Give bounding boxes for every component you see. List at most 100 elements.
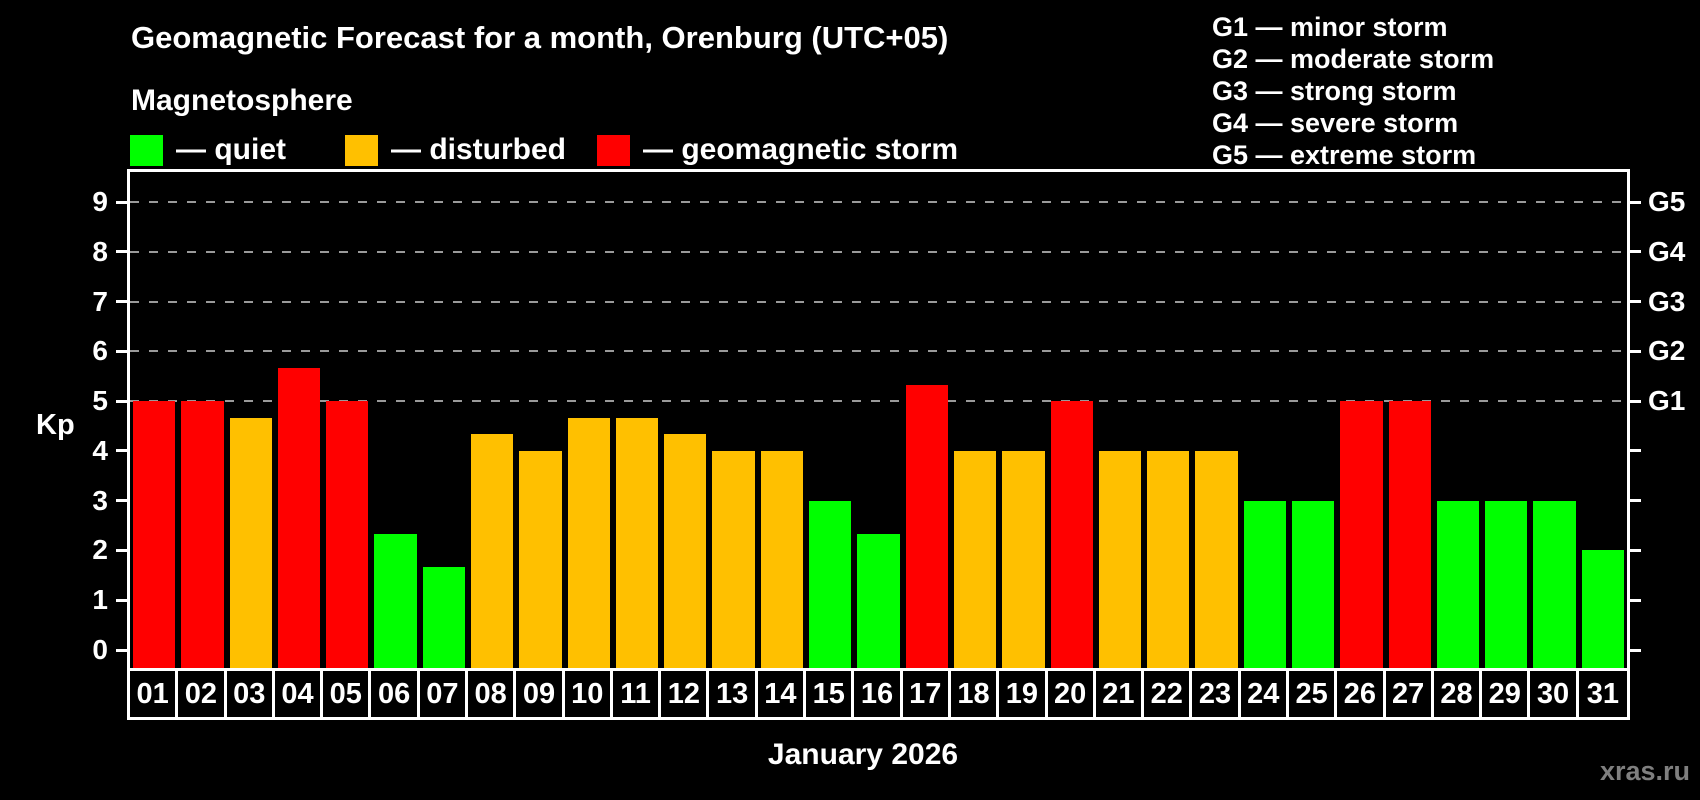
bar-day-20: [1050, 401, 1093, 668]
y-tick-label-9: 9: [92, 186, 108, 217]
right-tick-2: [1630, 548, 1641, 552]
day-cell-20: 20: [1048, 671, 1096, 717]
bar-day-02: [181, 401, 224, 668]
day-cell-26: 26: [1337, 671, 1386, 717]
left-tick-0: [116, 648, 127, 652]
day-cell-05: 05: [323, 671, 372, 717]
right-tick-3: [1630, 499, 1641, 503]
left-tick-9: [116, 200, 127, 204]
g3-legend-line: G3 — strong storm: [1212, 76, 1457, 106]
day-cell-29: 29: [1482, 671, 1531, 717]
right-tick-9: [1630, 200, 1641, 204]
gridline-kp-9: [130, 201, 1627, 203]
bar-day-30: [1533, 500, 1576, 668]
day-cell-27: 27: [1386, 671, 1434, 717]
day-cell-04: 04: [275, 671, 324, 717]
disturbed-color-swatch: [345, 134, 378, 166]
left-tick-6: [116, 349, 127, 353]
day-cell-16: 16: [854, 671, 903, 717]
bar-day-06: [374, 534, 417, 668]
right-tick-0: [1630, 648, 1641, 652]
right-axis-label-G5: G5: [1648, 186, 1686, 217]
day-cell-10: 10: [565, 671, 613, 717]
y-axis-title: Kp: [36, 409, 75, 441]
g-scale-legend: G1 — minor storm G2 — moderate storm G3 …: [1212, 11, 1494, 171]
right-axis-label-G4: G4: [1648, 235, 1686, 267]
bar-day-14: [760, 450, 804, 668]
left-tick-5: [116, 399, 127, 403]
left-tick-8: [116, 250, 127, 254]
bars-layer: [130, 172, 1627, 668]
day-cell-24: 24: [1241, 671, 1289, 717]
gridline-kp-6: [130, 350, 1627, 353]
day-cell-13: 13: [709, 671, 758, 717]
day-cell-22: 22: [1144, 671, 1193, 717]
y-tick-label-2: 2: [92, 534, 108, 566]
bar-day-15: [809, 500, 852, 668]
x-axis-day-row: 01 02 03 04 05 06 07 08 09 10 11 12 13 14 15 16 17 18 19 20…: [127, 668, 1630, 720]
day-cell-12: 12: [661, 671, 710, 717]
month-label: January 2026: [767, 738, 959, 771]
gridline-kp-8: [130, 250, 1627, 253]
day-cell-28: 28: [1434, 671, 1483, 717]
bar-day-21: [1098, 450, 1142, 668]
y-tick-label-7: 7: [92, 285, 108, 317]
day-cell-21: 21: [1096, 671, 1145, 717]
bar-day-17: [905, 384, 948, 668]
gridlines-layer: [130, 172, 1627, 668]
bar-day-01: [133, 401, 176, 668]
bar-day-05: [326, 401, 369, 668]
g1-legend-line: G1 — minor storm: [1212, 12, 1448, 42]
day-cell-14: 14: [758, 671, 807, 717]
day-cell-19: 19: [999, 671, 1048, 717]
bar-day-25: [1291, 500, 1335, 668]
bar-day-04: [277, 367, 321, 668]
bar-day-27: [1388, 401, 1431, 668]
right-tick-5: [1630, 399, 1641, 403]
bar-day-12: [664, 434, 707, 668]
y-tick-label-1: 1: [92, 584, 108, 616]
bar-day-23: [1195, 450, 1238, 668]
quiet-label: — quiet: [176, 133, 286, 166]
bar-day-24: [1243, 500, 1286, 668]
magnetosphere-label: Magnetosphere: [131, 84, 353, 117]
bar-day-28: [1436, 500, 1480, 668]
day-cell-31: 31: [1586, 678, 1619, 710]
y-tick-label-3: 3: [92, 484, 108, 516]
day-cell-18: 18: [951, 671, 1000, 717]
g4-legend-line: G4 — severe storm: [1212, 108, 1459, 138]
day-cell-09: 09: [516, 671, 565, 717]
day-cell-08: 08: [468, 671, 517, 717]
bar-day-26: [1340, 401, 1383, 668]
legend-item-disturbed: — disturbed: [345, 133, 566, 167]
bar-day-10: [567, 417, 610, 668]
day-cell-11: 11: [613, 671, 662, 717]
y-tick-label-4: 4: [92, 434, 108, 466]
right-axis-label-G1: G1: [1648, 385, 1686, 417]
y-tick-label-5: 5: [92, 385, 108, 417]
quiet-color-swatch: [130, 134, 163, 166]
gridline-kp-5: [130, 400, 1627, 403]
right-tick-6: [1630, 349, 1641, 353]
left-tick-2: [116, 548, 127, 552]
disturbed-label: — disturbed: [391, 133, 567, 166]
gridline-kp-7: [130, 300, 1627, 303]
bar-day-16: [857, 534, 900, 668]
right-axis-label-G2: G2: [1648, 335, 1686, 367]
bar-day-07: [422, 566, 466, 668]
bar-day-08: [471, 434, 514, 668]
chart-title: Geomagnetic Forecast for a month, Orenbu…: [131, 20, 949, 55]
day-cell-25: 25: [1289, 671, 1338, 717]
left-tick-7: [116, 300, 127, 304]
left-tick-1: [116, 598, 127, 602]
day-cell-06: 06: [371, 671, 420, 717]
y-tick-label-8: 8: [92, 235, 108, 267]
bar-day-22: [1147, 450, 1190, 668]
day-cell-01: 01: [130, 671, 179, 717]
right-tick-4: [1630, 449, 1641, 453]
watermark: xras.ru: [1599, 756, 1690, 786]
bar-day-31: [1581, 550, 1624, 668]
day-cell-03: 03: [227, 671, 275, 717]
left-tick-4: [116, 449, 127, 453]
